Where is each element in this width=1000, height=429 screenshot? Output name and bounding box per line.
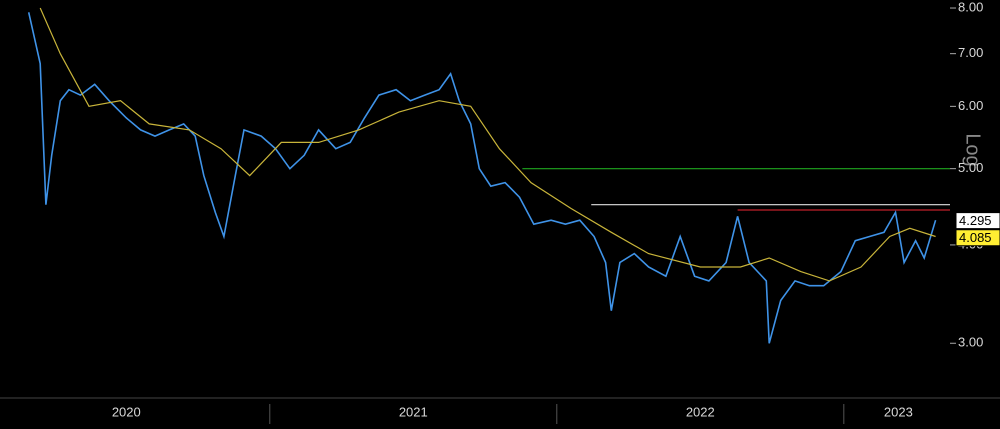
x-tick-label: 2020 [112,404,141,419]
price-label-box [955,229,1000,247]
x-tick-label: 2021 [399,404,428,419]
price-label: 4.085 [959,230,992,245]
x-tick-label: 2023 [884,404,913,419]
series-line [39,7,936,282]
price-label: 4.295 [959,213,992,228]
y-axis-label: Log [962,133,984,166]
y-tick-label: 8.00 [958,0,983,14]
y-tick-label: 6.00 [958,98,983,113]
price-label-box [955,212,1000,230]
y-tick-label: 3.00 [958,335,983,350]
y-tick-label: 7.00 [958,45,983,60]
x-tick-label: 2022 [686,404,715,419]
y-tick-label: 5.00 [958,160,983,175]
series-line [27,12,937,344]
